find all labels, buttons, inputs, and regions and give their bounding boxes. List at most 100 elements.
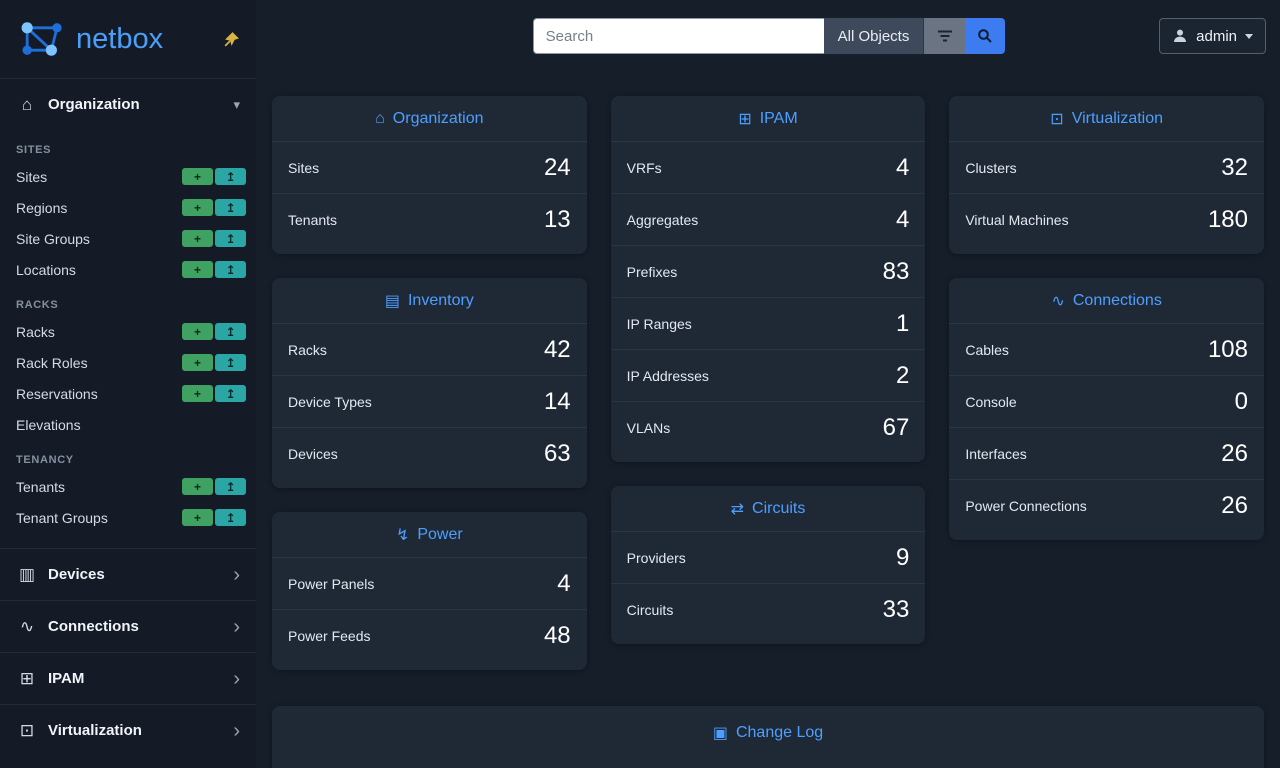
sidebar-subitem[interactable]: Rack Roles + ↥ [0, 347, 256, 378]
import-button[interactable]: ↥ [215, 230, 246, 247]
search-input[interactable] [532, 18, 824, 54]
stat-label[interactable]: Power Panels [288, 575, 375, 592]
stat-value[interactable]: 9 [895, 543, 910, 571]
stat-label[interactable]: Sites [288, 159, 320, 176]
search-button[interactable] [965, 18, 1006, 54]
sidebar-subitem[interactable]: Site Groups + ↥ [0, 223, 256, 254]
stat-value[interactable]: 14 [543, 387, 571, 415]
add-button[interactable]: + [182, 230, 213, 247]
import-button[interactable]: ↥ [215, 261, 246, 278]
topbar-right: admin [1005, 18, 1267, 54]
stat-value[interactable]: 26 [1221, 492, 1248, 519]
stat-value[interactable]: 13 [543, 206, 571, 233]
stat-value[interactable]: 24 [543, 153, 571, 181]
stat-label[interactable]: IP Addresses [626, 367, 709, 384]
stat-value[interactable]: 32 [1221, 153, 1248, 181]
user-menu-button[interactable]: admin [1159, 18, 1267, 54]
stat-value[interactable]: 4 [895, 205, 910, 233]
import-button[interactable]: ↥ [215, 323, 246, 340]
sidebar-subitem-label: Tenant Groups [16, 509, 108, 526]
object-type-dropdown[interactable]: All Objects [823, 18, 924, 54]
stat-label[interactable]: Tenants [288, 212, 338, 228]
stat-label[interactable]: Power Feeds [288, 628, 371, 644]
stat-label[interactable]: Clusters [965, 159, 1017, 176]
stat-value[interactable]: 42 [543, 335, 571, 363]
card-header[interactable]: ⌂ Organization [272, 96, 587, 142]
sidebar-subitem[interactable]: Racks + ↥ [0, 316, 256, 347]
netbox-logo[interactable]: netbox [0, 0, 256, 78]
sidebar-subitem[interactable]: Tenant Groups + ↥ [0, 502, 256, 533]
import-button[interactable]: ↥ [215, 385, 246, 402]
stat-value[interactable]: 4 [895, 153, 910, 181]
import-button[interactable]: ↥ [215, 478, 246, 495]
top-header: All Objects adm [256, 0, 1280, 72]
quick-actions: + ↥ [182, 168, 246, 185]
card-header[interactable]: ∿ Connections [949, 278, 1264, 324]
stat-label[interactable]: VRFs [626, 159, 662, 176]
stat-label[interactable]: IP Ranges [626, 315, 692, 332]
add-button[interactable]: + [182, 261, 213, 278]
card-title: Organization [392, 109, 484, 127]
stat-value[interactable]: 83 [882, 257, 910, 285]
stat-value[interactable]: 0 [1234, 387, 1248, 415]
stat-value[interactable]: 1 [895, 309, 910, 337]
add-button[interactable]: + [182, 478, 213, 495]
card-header[interactable]: ⇄ Circuits [610, 486, 926, 532]
stat-label[interactable]: Interfaces [965, 445, 1027, 462]
stat-value[interactable]: 33 [882, 596, 910, 623]
stat-value[interactable]: 63 [543, 440, 571, 467]
sidebar-subitem[interactable]: Sites + ↥ [0, 161, 256, 192]
stat-label[interactable]: Virtual Machines [965, 212, 1069, 228]
import-button[interactable]: ↥ [215, 509, 246, 526]
card-header[interactable]: ⊡ Virtualization [949, 96, 1264, 142]
sidebar-menu-item[interactable]: ⊞ IPAM › [0, 652, 256, 704]
import-button[interactable]: ↥ [215, 199, 246, 216]
stat-value[interactable]: 108 [1207, 335, 1248, 363]
stat-label[interactable]: Circuits [626, 602, 674, 618]
pin-sidebar-button[interactable] [223, 31, 240, 48]
sidebar-subitem[interactable]: Locations + ↥ [0, 254, 256, 285]
card-title: Circuits [752, 499, 806, 517]
sidebar-subitem[interactable]: Elevations + ↥ [0, 409, 256, 440]
card-header[interactable]: ⊞ IPAM [610, 96, 926, 142]
card-header[interactable]: ↯ Power [272, 512, 587, 558]
stat-value[interactable]: 26 [1221, 439, 1248, 467]
dashboard-card: ⊡ Virtualization Clusters 32 Virtual Mac… [949, 96, 1264, 254]
sidebar-subitem[interactable]: Tenants + ↥ [0, 471, 256, 502]
card-header[interactable]: ▤ Inventory [272, 278, 587, 324]
add-button[interactable]: + [182, 323, 213, 340]
stat-label[interactable]: Device Types [288, 393, 372, 410]
add-button[interactable]: + [182, 199, 213, 216]
stat-value[interactable]: 67 [882, 414, 910, 441]
stat-value[interactable]: 2 [895, 361, 910, 389]
change-log-header[interactable]: ▣ Change Log [272, 706, 1264, 760]
stat-label[interactable]: Providers [626, 549, 686, 566]
add-button[interactable]: + [182, 354, 213, 371]
import-button[interactable]: ↥ [215, 354, 246, 371]
filter-button[interactable] [923, 18, 966, 54]
sidebar-menu-item[interactable]: ∿ Connections › [0, 600, 256, 652]
sidebar-menu-item[interactable]: ▥ Devices › [0, 548, 256, 600]
stat-label[interactable]: Cables [965, 341, 1009, 358]
sidebar-subitem[interactable]: Reservations + ↥ [0, 378, 256, 409]
stat-label[interactable]: Console [965, 393, 1017, 410]
add-button[interactable]: + [182, 168, 213, 185]
stat-value[interactable]: 4 [557, 569, 571, 597]
sidebar-subitem[interactable]: Regions + ↥ [0, 192, 256, 223]
stat-value[interactable]: 48 [543, 622, 571, 649]
sidebar-menu-item[interactable]: ⊡ Virtualization › [0, 704, 256, 756]
stat-label[interactable]: Power Connections [965, 498, 1087, 514]
stat-label[interactable]: Devices [288, 446, 338, 462]
stat-label[interactable]: VLANs [626, 420, 671, 436]
stat-value[interactable]: 180 [1207, 206, 1248, 233]
add-button[interactable]: + [182, 385, 213, 402]
add-button[interactable]: + [182, 509, 213, 526]
import-button[interactable]: ↥ [215, 168, 246, 185]
card-title: Inventory [407, 291, 474, 309]
clipboard-icon: ▣ [712, 725, 728, 742]
stat-label[interactable]: Prefixes [626, 263, 678, 280]
sidebar-item-organization[interactable]: ⌂ Organization ▾ [0, 78, 256, 130]
caret-down-icon [1245, 33, 1254, 39]
stat-label[interactable]: Racks [288, 341, 327, 358]
stat-label[interactable]: Aggregates [626, 211, 699, 228]
